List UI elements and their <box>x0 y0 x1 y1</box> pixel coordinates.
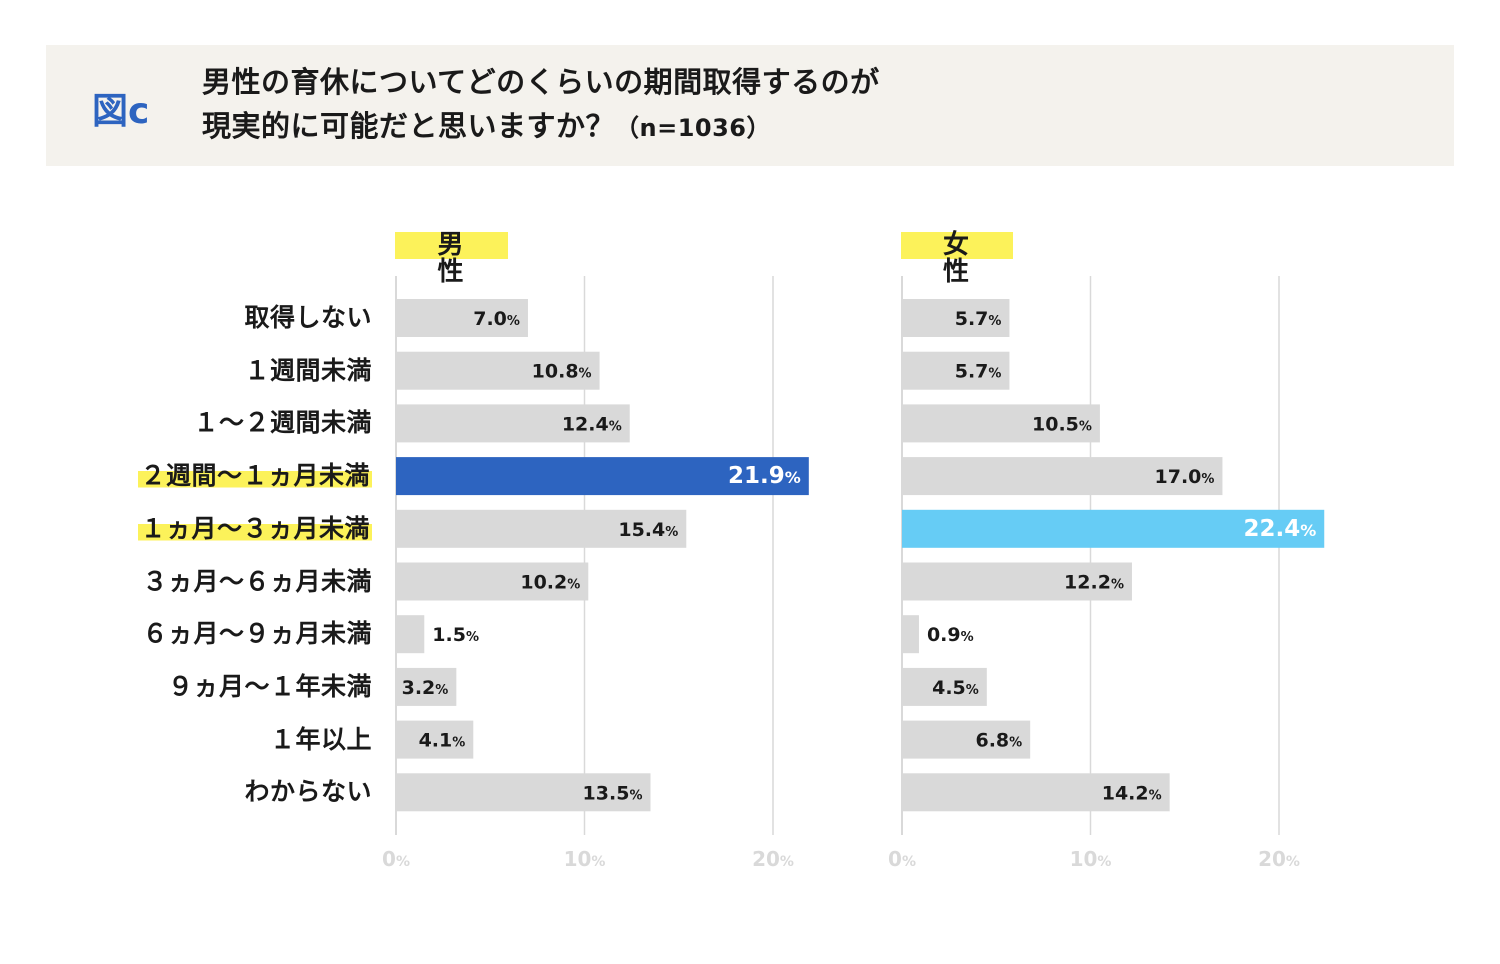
female-value-label: 4.5% <box>932 677 979 699</box>
male-bar <box>396 615 425 654</box>
male-bar <box>396 562 589 601</box>
category-label: １週間未満 <box>244 355 372 385</box>
female-bar <box>902 509 1325 548</box>
male-value-label: 4.1% <box>419 730 466 752</box>
female-tick-label: 10% <box>1070 847 1112 871</box>
female-bar <box>902 299 1010 337</box>
female-value-label: 22.4% <box>1243 516 1316 542</box>
category-label: ６ヵ月～９ヵ月未満 <box>142 619 372 649</box>
male-panel-title: 男 性 <box>395 232 508 286</box>
category-label: 取得しない <box>244 303 372 332</box>
male-value-label: 13.5% <box>583 782 643 804</box>
female-value-label: 0.9% <box>927 624 974 646</box>
male-value-label: 10.2% <box>520 572 580 594</box>
female-panel-title: 女 性 <box>901 232 1013 286</box>
male-bar <box>396 667 457 706</box>
female-bar <box>902 351 1010 390</box>
category-label: ９ヵ月～１年未満 <box>167 671 372 701</box>
female-bar <box>902 562 1132 601</box>
male-bar <box>396 299 528 337</box>
male-value-label: 7.0% <box>473 308 520 330</box>
male-value-label: 3.2% <box>402 677 449 699</box>
category-label: ２週間～１ヵ月未満 <box>138 461 372 491</box>
male-tick-label: 10% <box>564 847 606 871</box>
category-label: ３ヵ月～６ヵ月未満 <box>142 566 372 596</box>
category-label: １ヵ月～３ヵ月未満 <box>138 513 372 543</box>
female-bar <box>902 615 919 654</box>
female-bar <box>902 667 987 706</box>
header-banner <box>46 45 1454 166</box>
female-bar <box>902 457 1223 496</box>
male-value-label: 10.8% <box>532 361 592 383</box>
female-bar <box>902 720 1031 759</box>
title-line-1: 男性の育休についてどのくらいの期間取得するのが <box>202 65 880 99</box>
female-value-label: 6.8% <box>975 730 1022 752</box>
female-value-label: 14.2% <box>1102 782 1162 804</box>
male-tick-label: 20% <box>752 847 794 871</box>
female-bar <box>902 404 1100 443</box>
female-bar <box>902 773 1170 812</box>
female-value-label: 10.5% <box>1032 413 1092 435</box>
male-bar <box>396 351 600 390</box>
female-value-label: 5.7% <box>955 361 1002 383</box>
male-tick-label: 0% <box>382 847 410 871</box>
category-label: １～２週間未満 <box>193 408 372 438</box>
male-bar <box>396 457 809 496</box>
male-bar <box>396 773 651 812</box>
female-value-label: 5.7% <box>955 308 1002 330</box>
sample-size: （n=1036） <box>615 114 772 142</box>
chart-title: 男性の育休についてどのくらいの期間取得するのが 現実的に可能だと思いますか？（n… <box>202 60 880 150</box>
category-label: １年以上 <box>269 724 372 754</box>
male-bar <box>396 509 687 548</box>
female-tick-label: 0% <box>888 847 916 871</box>
category-label: わからない <box>244 777 372 807</box>
title-line-2: 現実的に可能だと思いますか？ <box>202 109 616 143</box>
male-value-label: 1.5% <box>432 624 479 646</box>
male-value-label: 12.4% <box>562 413 622 435</box>
male-bar <box>396 404 630 443</box>
female-value-label: 12.2% <box>1064 572 1124 594</box>
male-value-label: 15.4% <box>618 519 678 541</box>
female-tick-label: 20% <box>1258 847 1300 871</box>
figure-label: 図c <box>92 91 150 132</box>
male-value-label: 21.9% <box>728 463 801 489</box>
female-value-label: 17.0% <box>1155 466 1215 488</box>
male-bar <box>396 720 474 759</box>
